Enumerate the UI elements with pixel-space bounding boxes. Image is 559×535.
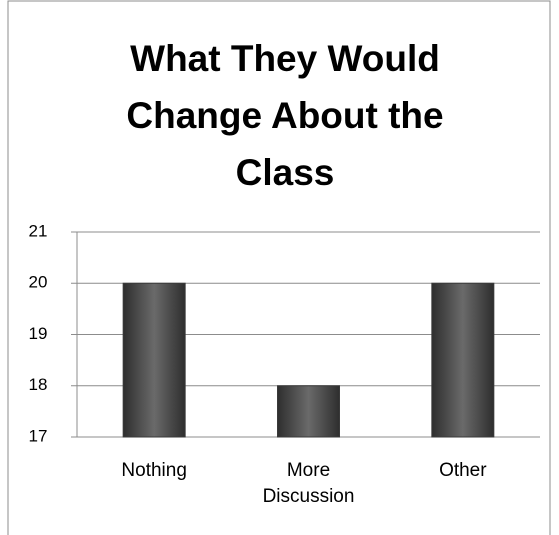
- x-tick-label: Nothing: [121, 460, 187, 481]
- y-tick-label: 18: [29, 375, 48, 394]
- bar: [122, 282, 186, 438]
- bar: [431, 282, 495, 438]
- y-tick-label: 20: [29, 273, 48, 292]
- chart-frame: [7, 0, 551, 535]
- x-tick-label: More Discussion: [262, 460, 355, 507]
- bar: [277, 385, 340, 438]
- y-tick-label: 21: [29, 221, 48, 240]
- y-tick-label: 17: [29, 426, 48, 445]
- chart-title: What They Would Change About the Class: [126, 38, 444, 193]
- x-tick-label: Other: [439, 460, 487, 481]
- y-tick-label: 19: [29, 324, 48, 343]
